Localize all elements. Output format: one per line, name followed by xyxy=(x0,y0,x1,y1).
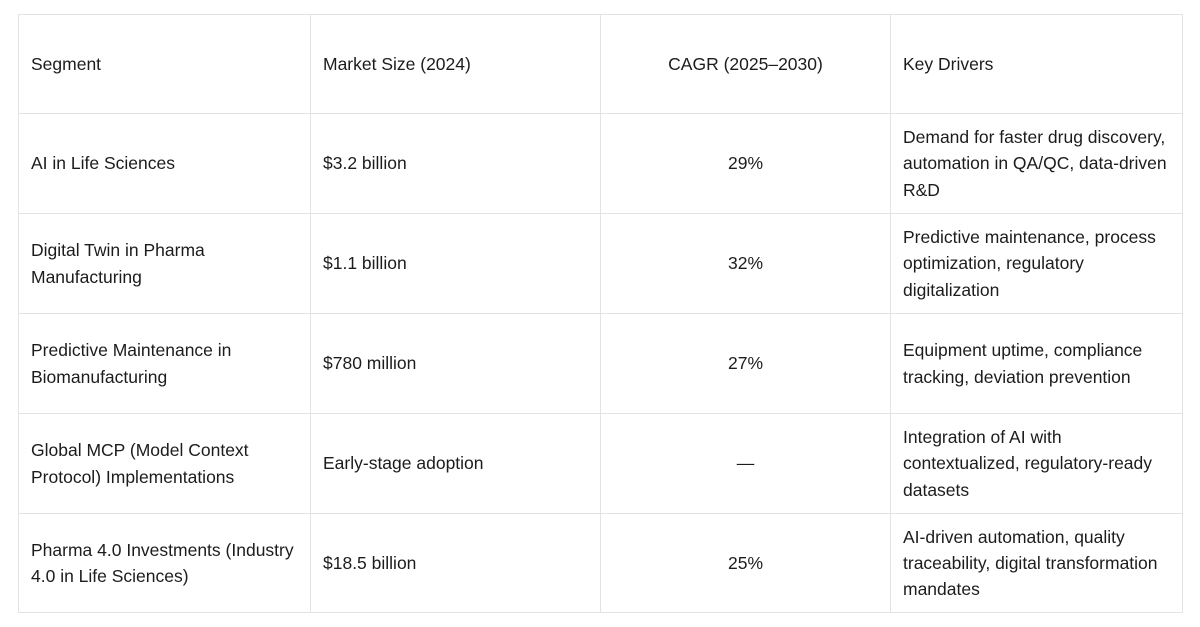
header-cell-market-size: Market Size (2024) xyxy=(310,14,601,114)
cell-segment: Pharma 4.0 Investments (Industry 4.0 in … xyxy=(18,513,311,613)
cell-key-drivers: Equipment uptime, compliance tracking, d… xyxy=(890,313,1183,414)
cell-market-size: $3.2 billion xyxy=(310,113,601,214)
table-row: Digital Twin in Pharma Manufacturing $1.… xyxy=(18,213,1183,314)
cell-market-size: $780 million xyxy=(310,313,601,414)
cell-key-drivers: Demand for faster drug discovery, automa… xyxy=(890,113,1183,214)
cell-segment: Predictive Maintenance in Biomanufacturi… xyxy=(18,313,311,414)
cell-cagr: 29% xyxy=(600,113,891,214)
cell-market-size: Early-stage adoption xyxy=(310,413,601,514)
cell-key-drivers: Integration of AI with contextualized, r… xyxy=(890,413,1183,514)
cell-segment: Global MCP (Model Context Protocol) Impl… xyxy=(18,413,311,514)
cell-cagr: 27% xyxy=(600,313,891,414)
table-row: Global MCP (Model Context Protocol) Impl… xyxy=(18,413,1183,514)
cell-cagr: 25% xyxy=(600,513,891,613)
cell-segment: Digital Twin in Pharma Manufacturing xyxy=(18,213,311,314)
cell-cagr: 32% xyxy=(600,213,891,314)
header-cell-key-drivers: Key Drivers xyxy=(890,14,1183,114)
table-row: Pharma 4.0 Investments (Industry 4.0 in … xyxy=(18,513,1183,613)
table-row: AI in Life Sciences $3.2 billion 29% Dem… xyxy=(18,113,1183,214)
cell-key-drivers: AI-driven automation, quality traceabili… xyxy=(890,513,1183,613)
header-cell-segment: Segment xyxy=(18,14,311,114)
table-row: Predictive Maintenance in Biomanufacturi… xyxy=(18,313,1183,414)
header-row: Segment Market Size (2024) CAGR (2025–20… xyxy=(18,14,1183,114)
market-segments-table: Segment Market Size (2024) CAGR (2025–20… xyxy=(18,14,1183,613)
cell-market-size: $1.1 billion xyxy=(310,213,601,314)
header-cell-cagr: CAGR (2025–2030) xyxy=(600,14,891,114)
cell-segment: AI in Life Sciences xyxy=(18,113,311,214)
cell-cagr: — xyxy=(600,413,891,514)
cell-key-drivers: Predictive maintenance, process optimiza… xyxy=(890,213,1183,314)
cell-market-size: $18.5 billion xyxy=(310,513,601,613)
